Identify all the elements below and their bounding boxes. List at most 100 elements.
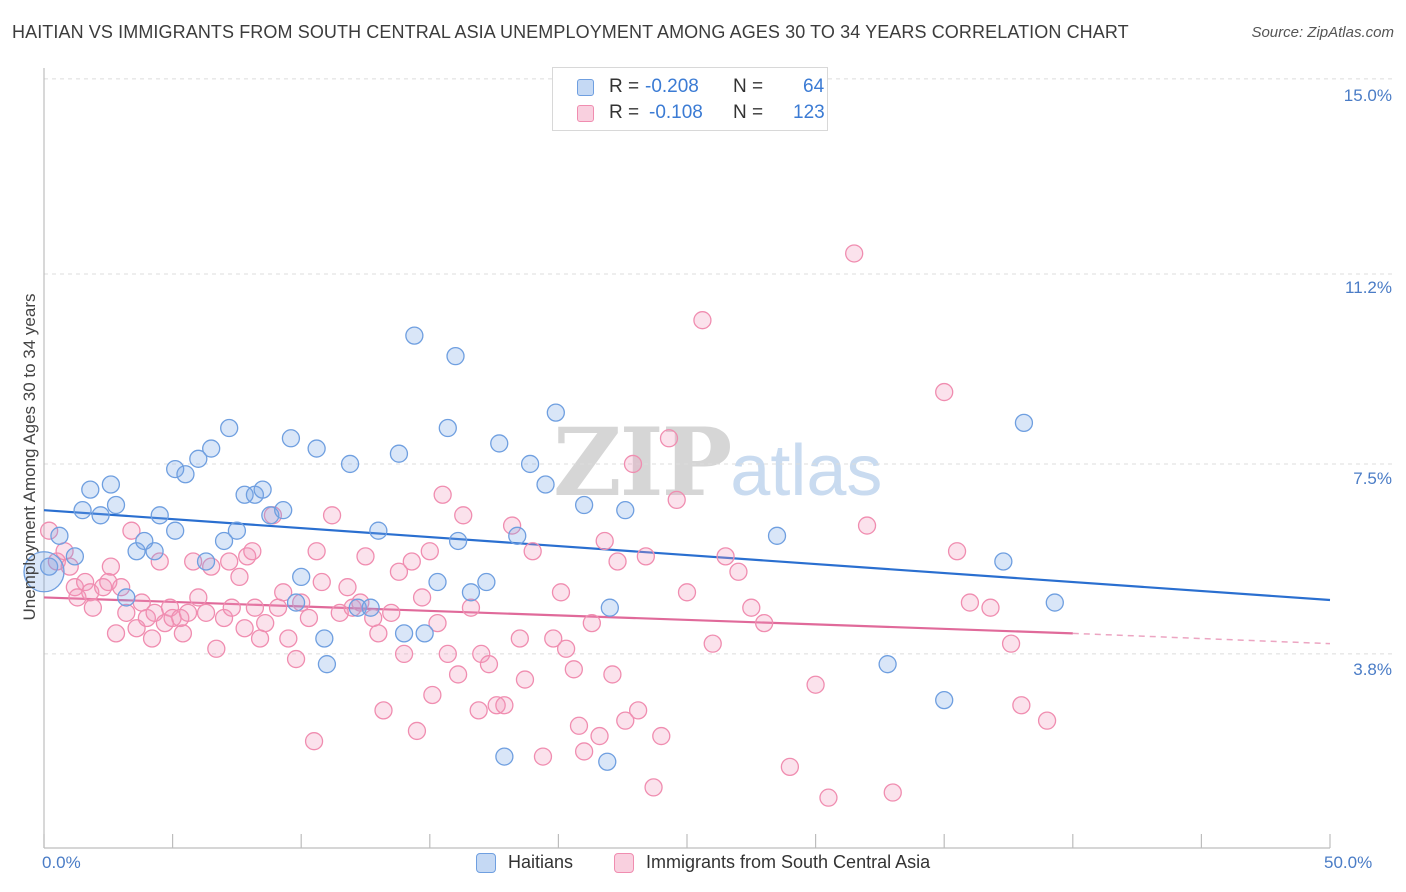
haitians-point bbox=[520, 454, 540, 474]
immigrants-point bbox=[106, 624, 126, 643]
immigrants-point bbox=[76, 572, 95, 592]
immigrants-point bbox=[1001, 634, 1021, 653]
r-label: R = bbox=[609, 102, 640, 123]
immigrants-point bbox=[510, 629, 529, 648]
immigrants-point bbox=[292, 593, 311, 612]
immigrants-point bbox=[394, 644, 414, 664]
haitians-point bbox=[274, 501, 293, 520]
correlation-legend: R = -0.208 N = 64 R = -0.108 N = 123 bbox=[552, 67, 828, 131]
haitians-point bbox=[369, 521, 388, 540]
haitians-point bbox=[91, 506, 110, 525]
immigrants-point bbox=[389, 562, 409, 581]
haitians-point bbox=[389, 444, 409, 463]
immigrants-point bbox=[551, 583, 571, 602]
immigrants-point bbox=[238, 547, 257, 566]
immigrants-point bbox=[235, 619, 254, 638]
immigrants-point bbox=[101, 557, 121, 576]
immigrants-point bbox=[495, 696, 514, 715]
immigrants-point bbox=[274, 583, 293, 602]
n-label: N = bbox=[733, 102, 764, 123]
immigrants-point bbox=[351, 593, 370, 612]
haitians-point bbox=[117, 588, 136, 607]
haitians-point bbox=[340, 454, 360, 474]
immigrants-point bbox=[423, 685, 442, 705]
n-value: 64 bbox=[803, 76, 825, 97]
immigrants-point bbox=[184, 552, 203, 571]
immigrants-point bbox=[523, 542, 542, 561]
immigrants-point bbox=[94, 578, 113, 597]
haitians-point bbox=[446, 346, 465, 366]
haitians-point bbox=[415, 624, 434, 643]
haitians-point bbox=[490, 434, 509, 453]
immigrants-point bbox=[322, 506, 342, 525]
haitians-point bbox=[214, 531, 234, 551]
immigrants-point bbox=[502, 516, 522, 535]
haitians-point bbox=[508, 526, 527, 545]
immigrants-point bbox=[487, 696, 506, 715]
immigrants-point bbox=[142, 629, 162, 648]
haitians-point bbox=[546, 403, 565, 422]
immigrants-point bbox=[703, 634, 722, 653]
haitians-point bbox=[448, 531, 468, 551]
immigrants-point bbox=[256, 613, 275, 633]
haitians-point bbox=[1045, 593, 1064, 612]
immigrants-point bbox=[603, 665, 622, 684]
x-tick-label-max: 50.0% bbox=[1324, 853, 1373, 872]
immigrants-point bbox=[616, 711, 635, 730]
immigrants-point bbox=[60, 557, 79, 576]
haitians-point bbox=[574, 495, 594, 515]
haitians-point bbox=[65, 547, 85, 566]
immigrants-point bbox=[590, 726, 609, 746]
haitians-point bbox=[292, 567, 311, 587]
immigrants-point bbox=[356, 547, 375, 566]
haitians-point bbox=[286, 593, 306, 612]
immigrants-point bbox=[819, 788, 838, 807]
immigrants-point bbox=[574, 742, 594, 761]
immigrants-point bbox=[117, 603, 136, 622]
immigrants-point bbox=[564, 660, 583, 679]
immigrants-point bbox=[433, 485, 452, 504]
immigrants-point bbox=[382, 603, 401, 622]
immigrants-point bbox=[515, 670, 535, 689]
immigrants-point bbox=[150, 552, 169, 571]
immigrants-point bbox=[220, 552, 239, 571]
r-value: -0.208 bbox=[645, 76, 699, 97]
immigrants-point bbox=[667, 490, 686, 510]
immigrants-point bbox=[412, 588, 432, 607]
haitians-point bbox=[598, 752, 617, 771]
n-label: N = bbox=[733, 76, 764, 97]
immigrants-point bbox=[279, 629, 298, 648]
immigrants-point bbox=[716, 547, 735, 566]
haitians-point bbox=[428, 572, 447, 592]
immigrants-point bbox=[623, 454, 643, 474]
source-note: Source: ZipAtlas.com bbox=[1251, 24, 1394, 41]
haitians-point bbox=[495, 747, 514, 766]
immigrants-trend-line bbox=[43, 596, 1073, 635]
immigrants-point bbox=[461, 598, 481, 617]
axes bbox=[43, 68, 1331, 849]
haitians-point bbox=[767, 526, 787, 545]
haitians-trend-line bbox=[43, 509, 1331, 602]
haitians-swatch bbox=[577, 79, 594, 96]
immigrants-point bbox=[178, 603, 198, 622]
immigrants-point bbox=[307, 542, 326, 561]
immigrants-point bbox=[196, 603, 216, 622]
immigrants-point bbox=[83, 598, 103, 617]
haitians-point bbox=[235, 485, 254, 504]
immigrants-point bbox=[544, 629, 563, 648]
haitians-point bbox=[227, 521, 247, 540]
immigrants-point bbox=[556, 639, 576, 658]
immigrants-point bbox=[407, 721, 427, 741]
immigrants-point bbox=[304, 732, 324, 751]
haitians-point bbox=[150, 506, 169, 525]
immigrants-point bbox=[935, 382, 954, 402]
haitians-point bbox=[405, 326, 424, 345]
immigrants-point bbox=[39, 521, 59, 540]
immigrants-point bbox=[652, 726, 671, 746]
haitians-point bbox=[317, 655, 337, 674]
immigrants-point bbox=[222, 598, 241, 617]
immigrants-point bbox=[420, 542, 439, 561]
immigrants-point bbox=[659, 429, 679, 448]
immigrants-point bbox=[250, 629, 270, 648]
